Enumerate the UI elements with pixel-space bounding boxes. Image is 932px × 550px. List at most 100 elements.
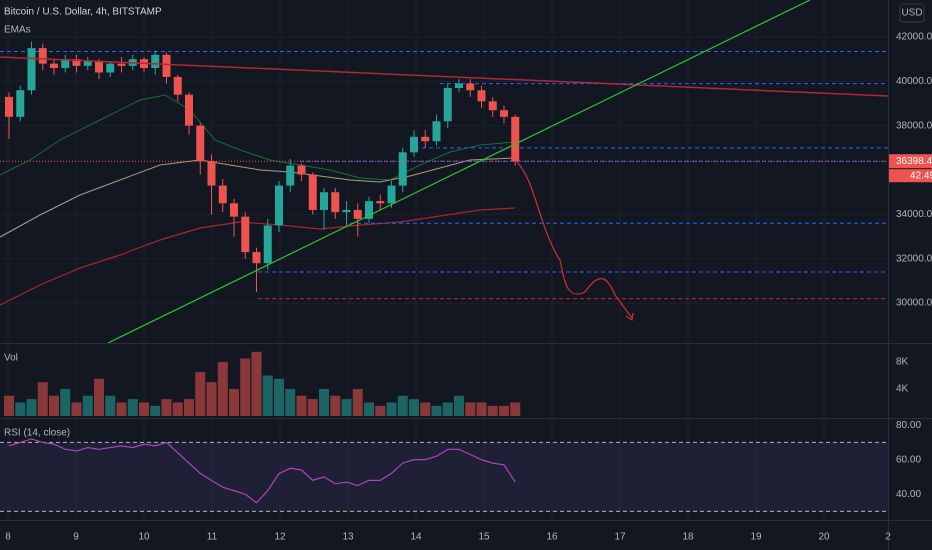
candle-body bbox=[387, 185, 396, 204]
y-tick-label: 34000.00 bbox=[896, 209, 932, 220]
x-tick-label: 2 bbox=[885, 532, 891, 543]
volume-bar bbox=[26, 399, 37, 416]
volume-bar bbox=[195, 372, 206, 416]
candle-body bbox=[410, 136, 418, 153]
projection-path bbox=[516, 161, 633, 319]
volume-bar bbox=[285, 388, 296, 416]
y-tick-label: 30000.00 bbox=[896, 298, 932, 309]
candle-body bbox=[173, 76, 182, 95]
y-tick-label: 40000.00 bbox=[896, 76, 932, 87]
volume-bar bbox=[217, 361, 228, 416]
volume-label: Vol bbox=[4, 353, 18, 364]
candle-body bbox=[275, 185, 283, 226]
volume-bar bbox=[442, 402, 453, 416]
volume-bar bbox=[319, 388, 329, 416]
currency-box[interactable] bbox=[899, 3, 925, 23]
volume-bar bbox=[274, 378, 284, 416]
volume-bar bbox=[386, 402, 397, 416]
volume-bar bbox=[15, 402, 26, 416]
ema-slow bbox=[0, 207, 516, 306]
ema-mid bbox=[0, 157, 516, 238]
ema-fast bbox=[0, 94, 516, 181]
volume-bar bbox=[364, 402, 374, 416]
candle-body bbox=[5, 96, 13, 117]
candle-body bbox=[230, 203, 238, 217]
volume-bar bbox=[465, 402, 476, 416]
x-tick-label: 8 bbox=[5, 532, 11, 543]
x-tick-label: 19 bbox=[750, 532, 762, 543]
volume-bar bbox=[499, 405, 509, 416]
volume-bar bbox=[139, 402, 149, 416]
resistance-trendline bbox=[0, 56, 889, 97]
y-tick-label: 80.00 bbox=[896, 420, 921, 431]
volume-bar bbox=[4, 395, 14, 416]
volume-bar bbox=[420, 402, 431, 416]
volume-bar bbox=[116, 402, 127, 416]
x-tick-label: 13 bbox=[342, 532, 354, 543]
candle-body bbox=[398, 152, 407, 186]
candle-body bbox=[488, 101, 497, 111]
volume-bar bbox=[206, 382, 217, 416]
currency[interactable]: USD bbox=[901, 8, 922, 19]
x-tick-label: 16 bbox=[546, 532, 558, 543]
volume-bar bbox=[510, 402, 521, 416]
candle-body bbox=[185, 94, 193, 126]
volume-bar bbox=[409, 399, 419, 416]
candle-body bbox=[376, 201, 385, 204]
y-tick-label: 4K bbox=[896, 384, 909, 395]
x-tick-label: 11 bbox=[207, 532, 218, 543]
candle-body bbox=[432, 121, 441, 142]
candle-body bbox=[477, 90, 486, 102]
candle-body bbox=[365, 201, 373, 219]
volume-bar bbox=[37, 382, 48, 416]
candle-body bbox=[241, 216, 250, 253]
candle-body bbox=[320, 192, 328, 210]
candle-body bbox=[308, 174, 317, 210]
volume-bar bbox=[476, 402, 487, 416]
x-tick-label: 18 bbox=[682, 532, 694, 543]
volume-bar bbox=[454, 395, 464, 416]
x-tick-label: 17 bbox=[614, 532, 626, 543]
volume-bar bbox=[60, 388, 71, 416]
indicator-label: EMAs bbox=[4, 25, 31, 36]
candle-body bbox=[16, 90, 25, 117]
volume-bar bbox=[105, 395, 116, 416]
last-price-box bbox=[889, 154, 932, 169]
y-tick-label: 32000.00 bbox=[896, 253, 932, 264]
volume-bar bbox=[94, 378, 104, 416]
x-tick-label: 15 bbox=[478, 532, 490, 543]
volume-bar bbox=[229, 388, 239, 416]
volume-bar bbox=[240, 358, 251, 416]
volume-bar bbox=[82, 395, 93, 416]
y-tick-label: 38000.00 bbox=[896, 120, 932, 131]
candle-body bbox=[117, 63, 126, 66]
volume-bar bbox=[341, 399, 352, 416]
x-tick-label: 12 bbox=[274, 532, 286, 543]
candle-body bbox=[252, 252, 261, 264]
rsi-label: RSI (14, close) bbox=[4, 428, 70, 439]
candle-body bbox=[50, 63, 58, 69]
rsi-band bbox=[0, 442, 888, 512]
support-trendline bbox=[107, 0, 811, 344]
volume-bar bbox=[307, 399, 318, 416]
candle-body bbox=[72, 59, 81, 66]
y-tick-label: 42000.00 bbox=[896, 32, 932, 43]
candle-body bbox=[331, 192, 340, 213]
rsi-line bbox=[8, 438, 516, 504]
volume-bar bbox=[262, 375, 273, 416]
volume-bar bbox=[161, 399, 172, 416]
volume-bar bbox=[397, 395, 408, 416]
volume-bar bbox=[127, 399, 138, 416]
candle-body bbox=[286, 165, 295, 186]
candle-body bbox=[83, 61, 92, 66]
candle-body bbox=[106, 63, 115, 73]
secondary-label-box bbox=[889, 169, 932, 183]
candle-body bbox=[353, 209, 362, 219]
x-tick-label: 10 bbox=[138, 532, 150, 543]
x-tick-label: 14 bbox=[410, 532, 422, 543]
volume-bar bbox=[431, 405, 442, 416]
volume-bar bbox=[352, 388, 363, 416]
candle-body bbox=[466, 83, 475, 91]
y-tick-label: 60.00 bbox=[896, 454, 921, 465]
volume-bar bbox=[49, 395, 59, 416]
